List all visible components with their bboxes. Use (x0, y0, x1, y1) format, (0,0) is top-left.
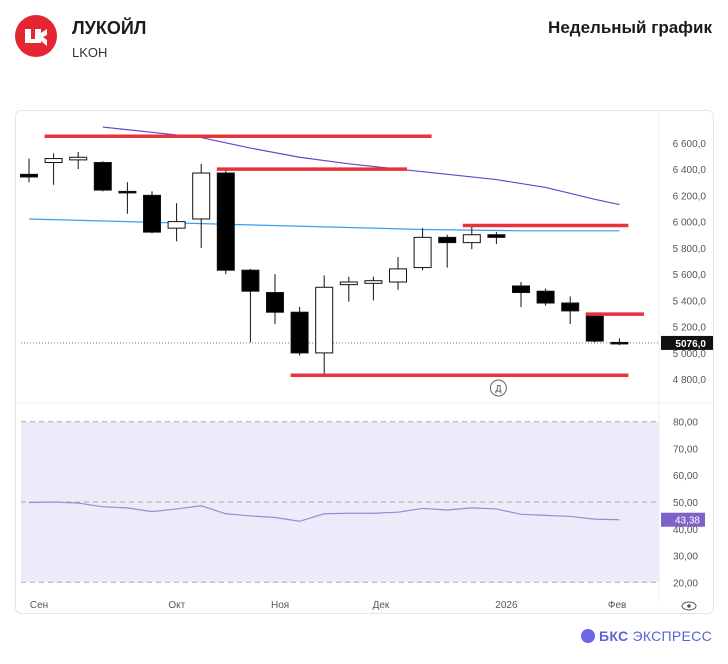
rsi-last-tag (661, 512, 705, 527)
rsi-tick-label: 60,00 (673, 471, 698, 482)
rsi-tick-label: 50,00 (673, 498, 698, 509)
candle-body (44, 158, 63, 164)
candle-body (438, 236, 457, 244)
candle-body (610, 341, 629, 345)
candle-body (462, 234, 481, 244)
dividend-marker (489, 379, 507, 397)
candle-body (192, 172, 211, 220)
x-tick-label: Фев (608, 600, 626, 611)
candle-body (69, 156, 88, 161)
price-tick-label: 5 000,0 (673, 349, 707, 360)
price-tick-label: 5 800,0 (673, 244, 707, 255)
candle-body (266, 292, 284, 313)
candle-body (536, 290, 555, 304)
rsi-tick-label: 30,00 (673, 552, 698, 563)
candle-body (585, 313, 604, 342)
price-tick-label: 6 400,0 (673, 165, 707, 176)
x-tick-label: 2026 (495, 600, 518, 611)
rsi-tick-label: 40,00 (673, 525, 698, 536)
candle-body (364, 280, 383, 284)
eye-icon[interactable] (681, 601, 697, 611)
x-tick-label: Окт (168, 600, 185, 611)
chart-period-title: Недельный график (548, 18, 712, 37)
price-tick-label: 6 600,0 (673, 139, 707, 150)
brand-name: БКС (599, 628, 629, 644)
lukoil-logo-icon (15, 15, 57, 57)
rsi-line (28, 501, 620, 522)
price-tick-label: 6 200,0 (673, 191, 707, 202)
candle-body (389, 268, 407, 283)
candle-body (413, 236, 432, 269)
candle-body (339, 281, 358, 286)
price-tick-label: 5 200,0 (673, 323, 707, 334)
candle-body (290, 311, 309, 354)
brand-logo: БКС ЭКСПРЕСС (581, 628, 712, 644)
candle-body (216, 172, 235, 271)
candle-body (20, 173, 38, 178)
price-tick-label: 4 800,0 (673, 375, 707, 386)
candle-body (167, 221, 186, 229)
rsi-last-value: 43,38 (675, 516, 700, 527)
rsi-tick-label: 20,00 (673, 578, 698, 589)
price-tick-label: 5 600,0 (673, 270, 707, 281)
x-tick-label: Дек (373, 600, 390, 611)
candle-body (487, 234, 506, 238)
rsi-tick-label: 70,00 (673, 444, 698, 455)
rsi-tick-label: 80,00 (673, 418, 698, 429)
bks-sphere-icon (581, 629, 596, 643)
candle-body (241, 269, 260, 292)
candle-body (315, 286, 334, 354)
x-tick-label: Ноя (271, 600, 289, 611)
candle-body (512, 285, 530, 294)
last-price-tag (661, 335, 713, 350)
candle-body (118, 190, 137, 194)
price-tick-label: 6 000,0 (673, 218, 707, 229)
ma-long-line (102, 126, 620, 206)
last-price-value: 5076,0 (675, 339, 706, 350)
candle-body (143, 194, 161, 233)
ticker-symbol: LKOH (72, 45, 108, 60)
brand-suffix: ЭКСПРЕСС (632, 628, 712, 644)
candle-body (561, 302, 580, 312)
dividend-marker-label: Д (495, 384, 501, 394)
chart-panel: 6 600,0 6 400,0 6 200,0 6 000,0 5 800,0 5 600… (15, 110, 714, 614)
x-tick-label: Сен (30, 600, 48, 611)
price-chart[interactable]: 6 600,0 6 400,0 6 200,0 6 000,0 5 800,0 5 600… (16, 111, 713, 613)
price-tick-label: 5 400,0 (673, 296, 707, 307)
ma-short-line (28, 218, 620, 232)
candle-body (93, 162, 112, 191)
company-name: ЛУКОЙЛ (72, 18, 147, 38)
